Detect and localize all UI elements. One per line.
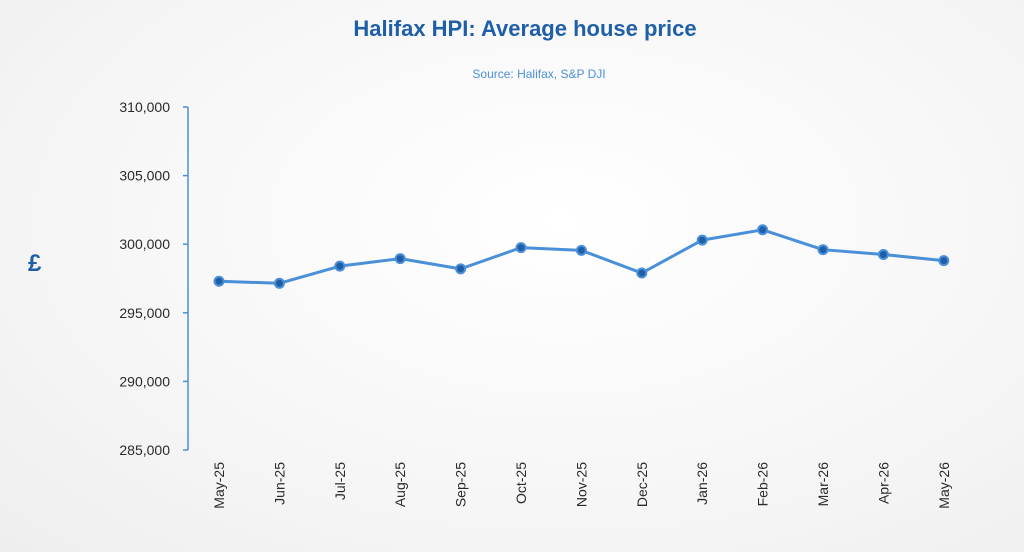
y-tick-label: 310,000 [119,99,170,115]
x-tick-label: Feb-26 [755,462,771,507]
y-tick-label: 285,000 [119,442,170,458]
x-tick-label: Dec-25 [634,462,650,507]
series-line [217,228,946,285]
data-point [817,244,829,256]
data-point [273,277,285,289]
x-tick-label: Mar-26 [815,462,831,507]
x-tick-label: May-25 [211,462,227,509]
data-point [636,267,648,279]
x-tick-label: Jan-26 [694,462,710,505]
y-tick-label: 295,000 [119,305,170,321]
data-point [394,253,406,265]
y-tick-label: 305,000 [119,168,170,184]
data-point [757,224,769,236]
x-tick-label: Sep-25 [453,462,469,507]
y-tick-label: 300,000 [119,236,170,252]
chart-subtitle: Source: Halifax, S&P DJI [472,67,606,81]
data-point [334,260,346,272]
x-tick-label: Aug-25 [392,462,408,507]
data-point [938,255,950,267]
y-axis-label: £ [28,250,42,277]
x-tick-label: Nov-25 [573,462,589,507]
data-point [696,234,708,246]
data-point [515,242,527,254]
x-tick-label: Apr-26 [875,462,891,504]
chart-title: Halifax HPI: Average house price [353,16,697,41]
data-point [877,248,889,260]
x-tick-label: May-26 [936,462,952,509]
x-tick-label: Jul-25 [332,462,348,500]
data-point [455,263,467,275]
y-tick-label: 290,000 [119,373,170,389]
data-point [213,275,225,287]
x-tick-label: Jun-25 [271,462,287,505]
x-tick-label: Oct-25 [513,462,529,504]
data-point [575,244,587,256]
